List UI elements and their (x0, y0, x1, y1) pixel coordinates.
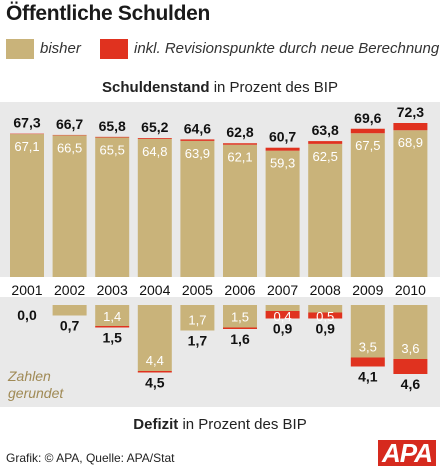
deficit-bar-revision-2008 (308, 312, 343, 319)
deficit-bar-old-2009 (350, 305, 385, 358)
chart-title: Öffentliche Schulden (6, 2, 211, 25)
debt-bar-revision-2004 (137, 138, 172, 139)
debt-label-new-2004: 65,2 (141, 119, 168, 135)
year-label-2009: 2009 (352, 282, 383, 298)
debt-bar-revision-2006 (223, 143, 257, 145)
deficit-bar-revision-2003 (95, 326, 130, 328)
deficit-bar-old-2008 (308, 305, 343, 313)
debt-label-old-2003: 65,5 (100, 142, 125, 157)
year-label-2003: 2003 (97, 282, 128, 298)
deficit-bar-old-2005 (180, 305, 215, 331)
debt-bar-revision-2009 (350, 128, 385, 134)
deficit-subtitle: Defizit in Prozent des BIP (0, 416, 440, 433)
chart-svg: 67,1 67,3 2001 0,0 66,5 66,7 2002 0,7 65,5 65,8 20… (0, 102, 440, 407)
debt-bar-old-2004 (137, 138, 172, 277)
deficit-label-new-2010: 4,6 (401, 376, 421, 392)
deficit-label-new-2005: 1,7 (188, 333, 208, 349)
deficit-label-old-2005: 1,7 (188, 313, 206, 328)
debt-label-old-2005: 63,9 (185, 146, 210, 161)
legend-label-revision: inkl. Revisionspunkte durch neue Berechn… (134, 40, 440, 57)
deficit-label-new-2007: 0,9 (273, 321, 293, 337)
debt-label-old-2002: 66,5 (57, 140, 82, 155)
deficit-bar-old-2003 (95, 305, 130, 326)
legend-swatch-revision (100, 39, 128, 59)
deficit-bar-revision-2009 (350, 357, 385, 367)
debt-label-old-2009: 67,5 (355, 138, 380, 153)
debt-bar-revision-2007 (265, 147, 300, 151)
debt-label-new-2010: 72,3 (397, 104, 424, 120)
debt-label-old-2010: 68,9 (398, 135, 423, 150)
year-label-2005: 2005 (182, 282, 213, 298)
debt-label-new-2009: 69,6 (354, 110, 381, 126)
source-footer: Grafik: © APA, Quelle: APA/Stat (6, 451, 175, 465)
legend-swatch-bisher (6, 39, 34, 59)
year-label-2002: 2002 (54, 282, 85, 298)
deficit-bar-old-2004 (137, 305, 172, 371)
deficit-label-new-2008: 0,9 (315, 321, 335, 337)
deficit-label-old-2007: 0,4 (274, 309, 292, 324)
debt-bar-old-2005 (180, 140, 215, 277)
deficit-label-new-2001: 0,0 (17, 307, 37, 323)
debt-label-new-2006: 62,8 (226, 124, 253, 140)
deficit-label-old-2004: 4,4 (146, 353, 164, 368)
rounding-note-line1: Zahlen (8, 368, 51, 384)
deficit-label-new-2009: 4,1 (358, 369, 378, 385)
debt-bar-revision-2005 (180, 139, 215, 141)
deficit-label-new-2006: 1,6 (230, 331, 250, 347)
debt-label-new-2008: 63,8 (312, 122, 339, 138)
debt-bar-revision-2008 (308, 141, 343, 144)
deficit-label-old-2009: 3,5 (359, 340, 377, 355)
debt-label-new-2007: 60,7 (269, 129, 296, 145)
rounding-note: Zahlen gerundet (8, 368, 63, 402)
apa-logo: APA (378, 440, 436, 466)
debt-bar-revision-2010 (393, 123, 428, 131)
deficit-bar-revision-2004 (137, 371, 172, 373)
deficit-label-old-2008: 0,5 (316, 309, 334, 324)
deficit-label-new-2003: 1,5 (102, 330, 122, 346)
deficit-label-old-2010: 3,6 (401, 341, 419, 356)
debt-label-new-2003: 65,8 (99, 118, 126, 134)
deficit-bar-revision-2007 (265, 311, 300, 319)
debt-bar-old-2010 (393, 130, 428, 277)
year-label-2010: 2010 (395, 282, 426, 298)
debt-label-old-2004: 64,8 (142, 144, 167, 159)
debt-bar-old-2003 (95, 137, 130, 277)
deficit-subtitle-rest: in Prozent des BIP (178, 416, 307, 433)
debt-bar-revision-2003 (95, 136, 130, 138)
deficit-bar-revision-2006 (223, 327, 257, 329)
deficit-label-new-2002: 0,7 (60, 318, 80, 334)
deficit-bar-old-2002 (52, 305, 87, 316)
deficit-bar-old-2006 (223, 305, 257, 328)
debt-label-old-2006: 62,1 (227, 150, 252, 165)
debt-label-old-2001: 67,1 (14, 139, 39, 154)
debt-label-new-2001: 67,3 (13, 115, 40, 131)
year-label-2001: 2001 (11, 282, 42, 298)
debt-bar-old-2002 (52, 135, 87, 277)
debt-bar-old-2006 (223, 144, 257, 277)
legend-label-bisher: bisher (40, 40, 81, 57)
debt-bar-old-2008 (308, 143, 343, 277)
deficit-bar-old-2010 (393, 305, 428, 359)
debt-subtitle-rest: in Prozent des BIP (209, 79, 338, 96)
deficit-subtitle-bold: Defizit (133, 416, 179, 433)
year-label-2004: 2004 (139, 282, 170, 298)
debt-label-old-2007: 59,3 (270, 156, 295, 171)
year-label-2006: 2006 (224, 282, 255, 298)
debt-label-old-2008: 62,5 (313, 149, 338, 164)
debt-subtitle: Schuldenstand in Prozent des BIP (0, 79, 440, 96)
debt-label-new-2005: 64,6 (184, 120, 211, 136)
deficit-bar-revision-2010 (393, 359, 428, 374)
debt-subtitle-bold: Schuldenstand (102, 79, 210, 96)
year-label-2008: 2008 (310, 282, 341, 298)
deficit-bar-old-2007 (265, 305, 300, 311)
rounding-note-line2: gerundet (8, 385, 64, 401)
debt-bar-old-2007 (265, 150, 300, 277)
deficit-label-new-2004: 4,5 (145, 375, 165, 391)
deficit-label-old-2006: 1,5 (231, 310, 249, 325)
deficit-label-old-2003: 1,4 (103, 309, 121, 324)
year-label-2007: 2007 (267, 282, 298, 298)
debt-label-new-2002: 66,7 (56, 116, 83, 132)
debt-bar-old-2009 (350, 133, 385, 277)
debt-bar-old-2001 (10, 134, 44, 277)
